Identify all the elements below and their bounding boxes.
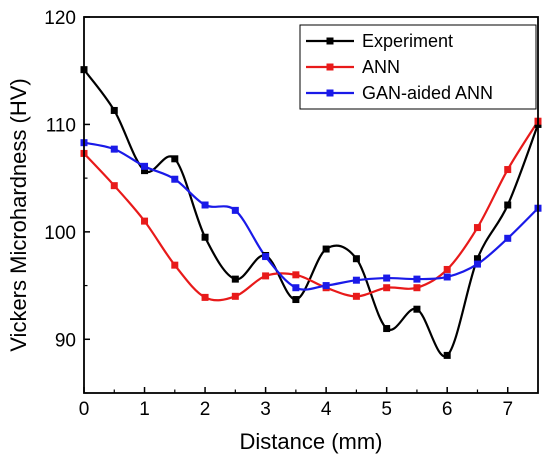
data-point-experiment — [231, 275, 239, 283]
data-point-experiment — [504, 201, 512, 209]
data-point-gan-aided-ann — [413, 275, 421, 283]
legend-marker-gan-aided-ann — [326, 89, 334, 97]
data-point-gan-aided-ann — [504, 234, 512, 242]
data-point-gan-aided-ann — [262, 253, 270, 261]
data-point-ann — [352, 292, 360, 300]
data-point-ann — [443, 265, 451, 273]
data-point-gan-aided-ann — [292, 284, 300, 292]
data-point-ann — [231, 292, 239, 300]
data-point-ann — [504, 166, 512, 174]
x-axis-title: Distance (mm) — [239, 429, 382, 454]
data-point-gan-aided-ann — [383, 274, 391, 282]
data-point-ann — [383, 284, 391, 292]
y-tick-label: 90 — [55, 330, 76, 351]
x-tick-label: 6 — [442, 399, 453, 420]
x-tick-label: 5 — [381, 399, 392, 420]
data-point-experiment — [352, 255, 360, 263]
data-point-ann — [413, 284, 421, 292]
data-point-ann — [262, 272, 270, 280]
data-point-gan-aided-ann — [473, 260, 481, 268]
data-point-experiment — [110, 106, 118, 114]
data-point-experiment — [473, 255, 481, 263]
legend-label-ann: ANN — [362, 57, 400, 77]
data-point-ann — [292, 271, 300, 279]
data-point-gan-aided-ann — [110, 145, 118, 153]
data-point-ann — [473, 224, 481, 232]
axis-ticks — [83, 16, 509, 394]
y-tick-label: 120 — [44, 8, 76, 29]
series-lines — [83, 68, 540, 358]
data-point-experiment — [292, 296, 300, 304]
x-tick-label: 4 — [321, 399, 332, 420]
data-point-gan-aided-ann — [171, 175, 179, 183]
legend: Experiment ANN GAN-aided ANN — [299, 24, 537, 110]
data-point-experiment — [141, 167, 149, 175]
legend-label-gan-aided-ann: GAN-aided ANN — [362, 83, 493, 103]
data-point-ann — [110, 182, 118, 190]
data-point-ann — [201, 293, 209, 301]
data-point-gan-aided-ann — [201, 201, 209, 209]
series-line-gan-aided-ann — [83, 141, 539, 291]
data-point-experiment — [443, 351, 451, 359]
series-markers — [80, 66, 542, 359]
series-line-ann — [83, 120, 539, 302]
data-point-experiment — [413, 305, 421, 313]
x-tick-label: 2 — [200, 399, 211, 420]
legend-marker-ann — [326, 63, 334, 71]
data-point-gan-aided-ann — [141, 162, 149, 170]
data-point-experiment — [171, 155, 179, 163]
y-tick-label: 100 — [44, 223, 76, 244]
data-point-ann — [171, 261, 179, 269]
tick-labels: 0 1 2 3 4 5 6 7 90 100 110 120 — [44, 8, 513, 420]
plot-frame — [83, 16, 539, 394]
data-point-experiment — [322, 245, 330, 253]
series-line-experiment — [83, 68, 540, 358]
data-point-experiment — [383, 325, 391, 333]
x-tick-label: 7 — [502, 399, 513, 420]
y-axis-title: Vickers Microhardness (HV) — [6, 78, 31, 351]
x-tick-label: 1 — [139, 399, 150, 420]
data-point-gan-aided-ann — [352, 276, 360, 284]
data-point-gan-aided-ann — [231, 206, 239, 214]
x-tick-label: 3 — [260, 399, 271, 420]
data-point-gan-aided-ann — [322, 282, 330, 290]
x-tick-label: 0 — [79, 399, 90, 420]
data-point-experiment — [201, 233, 209, 241]
legend-marker-experiment — [326, 37, 334, 45]
data-point-gan-aided-ann — [443, 273, 451, 281]
data-point-ann — [141, 217, 149, 225]
legend-label-experiment: Experiment — [362, 31, 453, 51]
y-tick-label: 110 — [46, 115, 76, 136]
